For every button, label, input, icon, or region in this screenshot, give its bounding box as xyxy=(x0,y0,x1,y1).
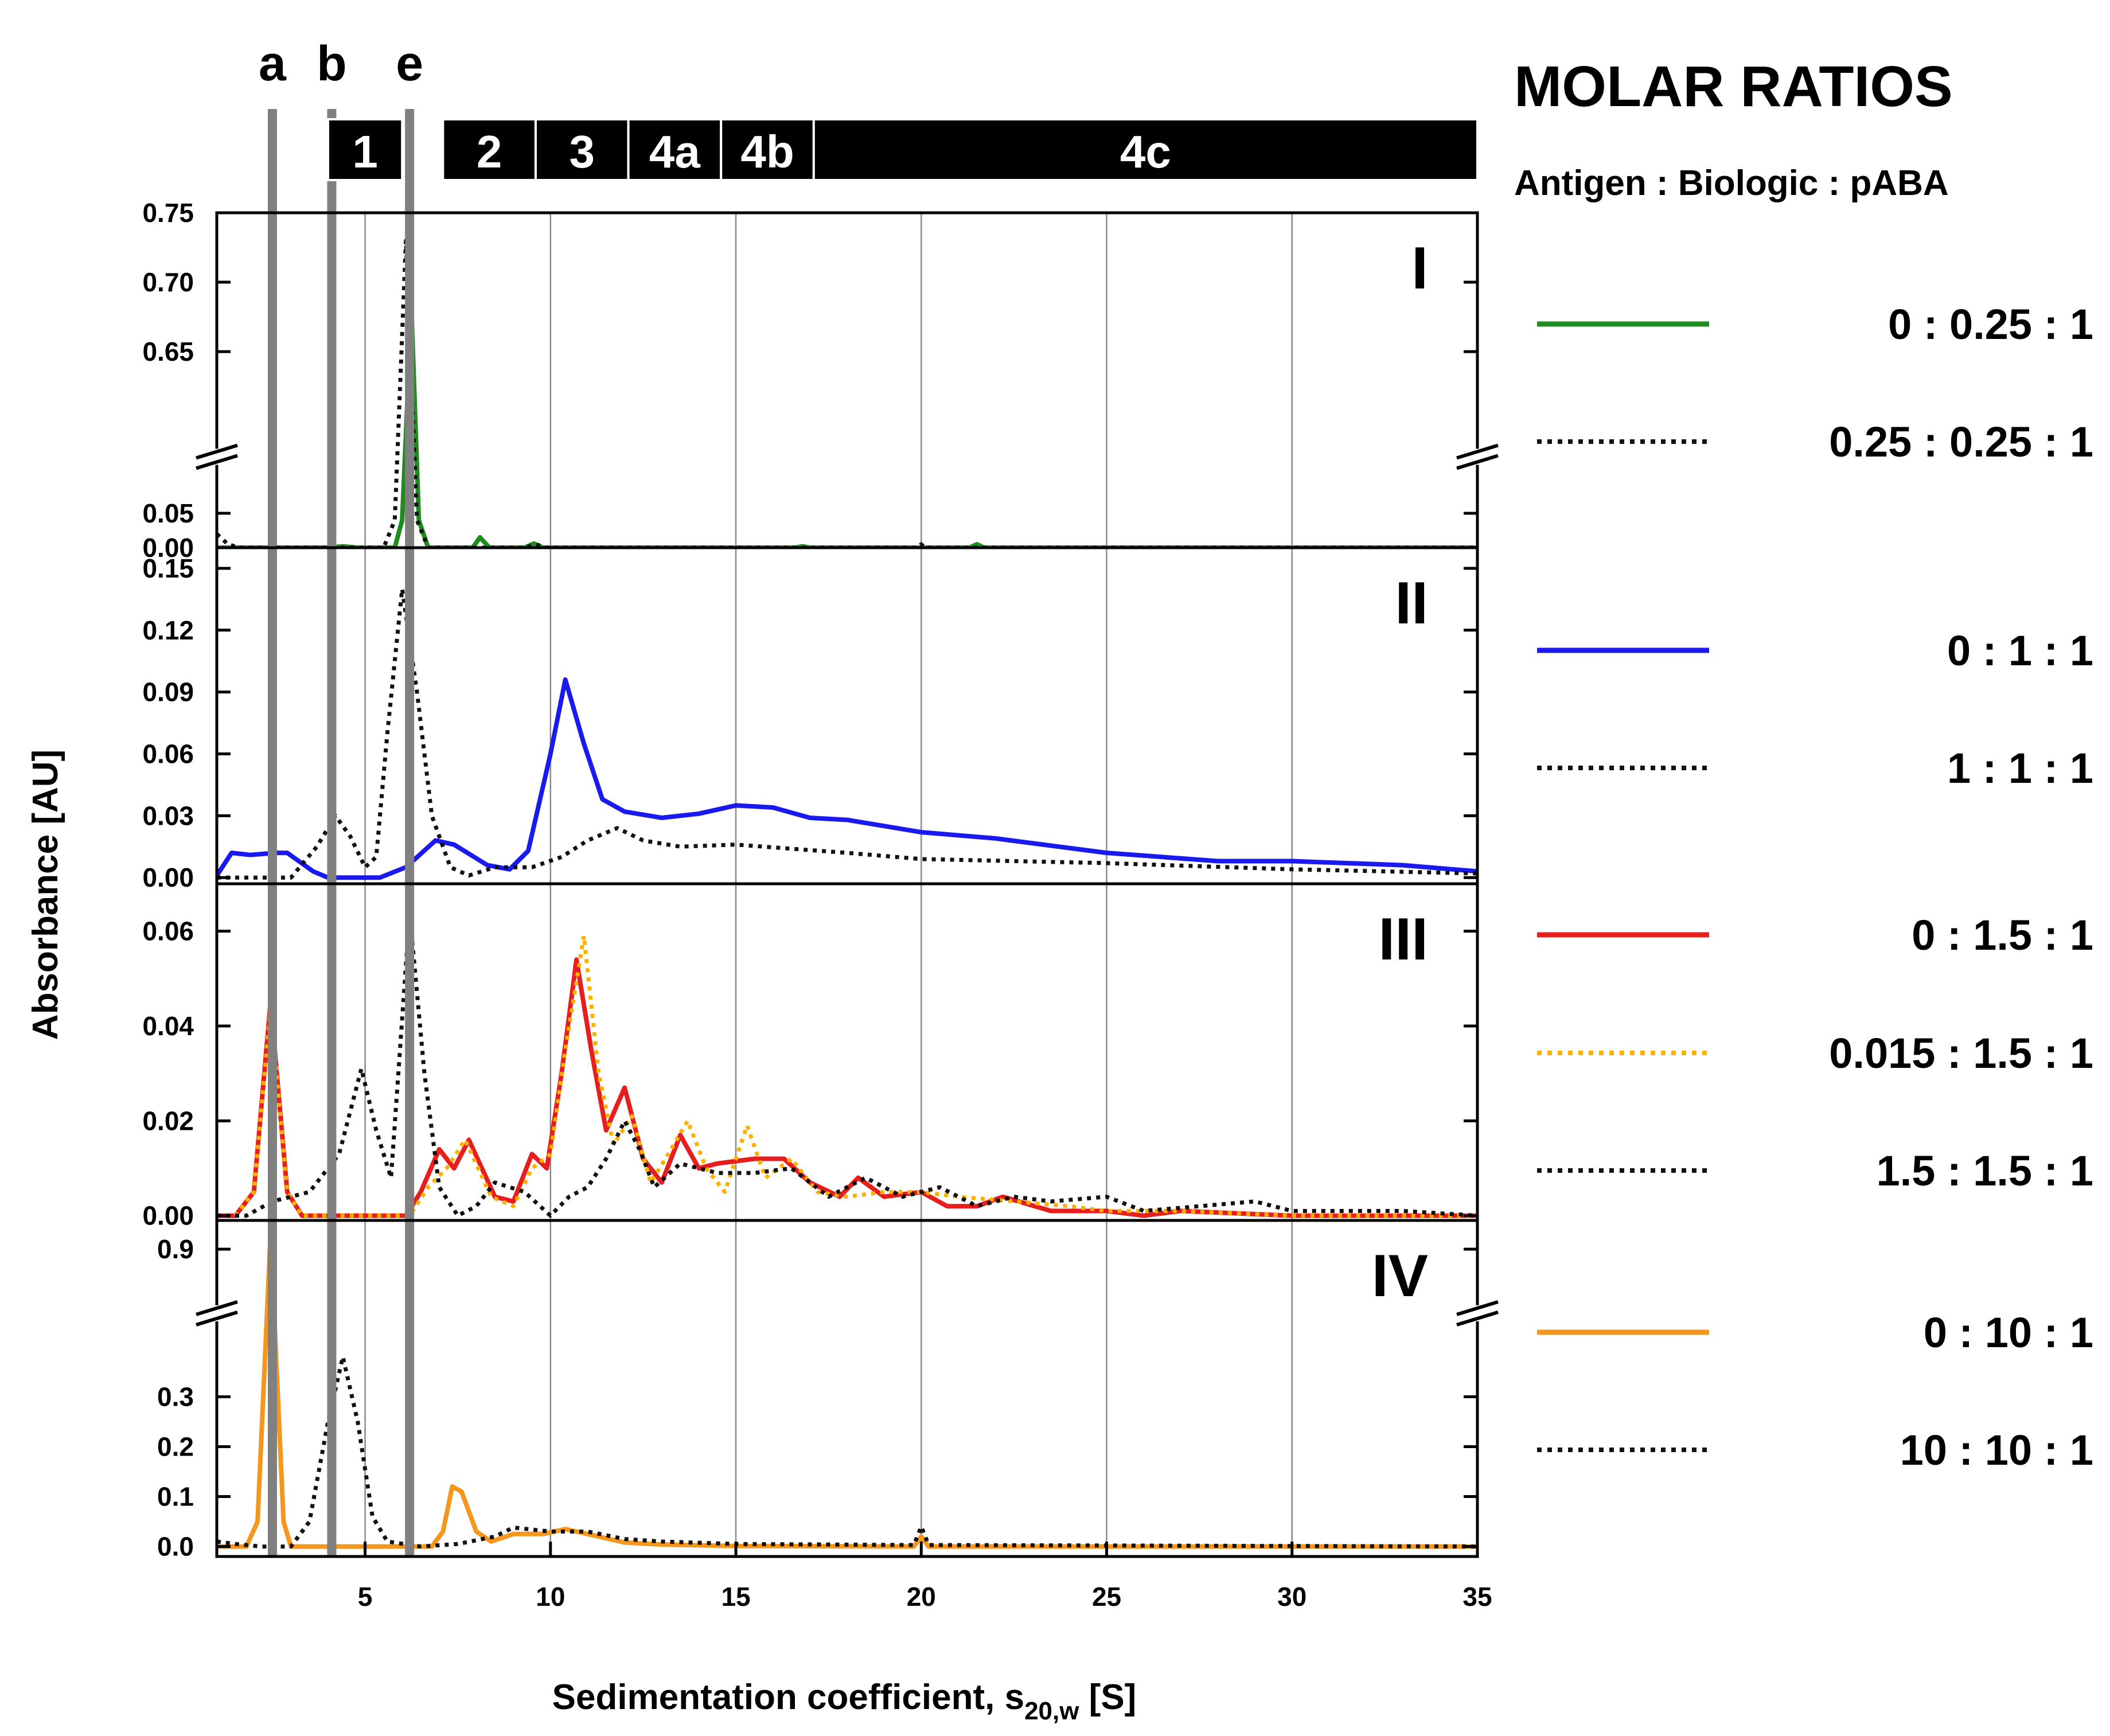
legend-label-II-1: 0 : 1 : 1 xyxy=(1947,627,2093,674)
series-line-panel-IV-2 xyxy=(217,1355,1477,1549)
legend-title: MOLAR RATIOS xyxy=(1514,54,1953,119)
x-tick-label: 15 xyxy=(721,1582,750,1612)
series-line-panel-III-3 xyxy=(217,910,1477,1218)
fraction-band-label-4b: 4b xyxy=(740,126,794,177)
x-tick-label: 35 xyxy=(1462,1582,1492,1612)
y-tick-label-panel-II: 0.15 xyxy=(142,553,194,583)
y-tick-label-panel-I: 0.70 xyxy=(142,267,194,297)
axis-break-slash xyxy=(196,443,238,460)
fraction-band-label-4a: 4a xyxy=(649,126,700,177)
y-tick-label-panel-II: 0.06 xyxy=(142,739,194,769)
series-line-panel-II-1 xyxy=(217,677,1477,880)
y-axis-label: Absorbance [AU] xyxy=(26,750,65,1040)
y-tick-label-panel-IV: 0.0 xyxy=(157,1532,194,1562)
marker-label-b: b xyxy=(317,36,347,91)
y-tick-label-panel-I: 0.00 xyxy=(142,533,194,563)
x-axis-label: Sedimentation coefficient, s20,w [S] xyxy=(552,1678,1137,1725)
legend-label-IV-2: 10 : 10 : 1 xyxy=(1900,1426,2093,1474)
y-tick-label-panel-III: 0.02 xyxy=(142,1106,194,1136)
legend-label-IV-1: 0 : 10 : 1 xyxy=(1924,1309,2093,1356)
fraction-band-4c xyxy=(812,118,1479,181)
fraction-band-label-4c: 4c xyxy=(1120,126,1171,177)
y-tick-label-panel-IV: 0.2 xyxy=(157,1432,194,1462)
legend-label-II-2: 1 : 1 : 1 xyxy=(1947,744,2093,792)
legend-label-I-2: 0.25 : 0.25 : 1 xyxy=(1829,418,2093,466)
panel-frame-IV xyxy=(215,1219,1479,1558)
y-tick-label-panel-II: 0.03 xyxy=(142,801,194,830)
y-tick-label-panel-II: 0.12 xyxy=(142,615,194,645)
fraction-band-2 xyxy=(442,118,537,181)
axis-break-slash xyxy=(196,1300,238,1316)
panel-frames xyxy=(215,211,1479,1558)
y-tick-label-panel-II: 0.00 xyxy=(142,863,194,892)
series-line-panel-I-1 xyxy=(217,307,1477,548)
legend-label-III-1: 0 : 1.5 : 1 xyxy=(1912,911,2093,959)
fraction-bands: 1 2 3 4a 4b 4c xyxy=(326,118,1479,181)
x-tick-label: 5 xyxy=(358,1582,373,1612)
legend-subtitle: Antigen : Biologic : pABA xyxy=(1514,163,1949,203)
panel-label-III: III xyxy=(1378,906,1428,973)
series-line-panel-III-1 xyxy=(217,957,1477,1218)
series-line-panel-IV-1 xyxy=(217,1232,1477,1549)
x-tick-label: 25 xyxy=(1092,1582,1121,1612)
x-axis-label-unit: [S] xyxy=(1079,1678,1136,1717)
y-tick-label-panel-III: 0.00 xyxy=(142,1201,194,1231)
axis-break-slash xyxy=(196,1310,238,1327)
y-tick-label-panel-IV: 0.1 xyxy=(157,1482,194,1512)
gridlines xyxy=(364,213,1293,1556)
fraction-band-label-1: 1 xyxy=(352,126,378,177)
fraction-band-label-2: 2 xyxy=(477,126,502,177)
x-tick-label: 10 xyxy=(536,1582,565,1612)
marker-label-a: a xyxy=(259,36,287,91)
x-tick-label: 20 xyxy=(907,1582,936,1612)
y-tick-label-panel-IV: 0.3 xyxy=(157,1382,194,1411)
panel-label-IV: IV xyxy=(1372,1243,1428,1309)
y-tick-label-panel-II: 0.09 xyxy=(142,677,194,707)
y-tick-label-panel-III: 0.06 xyxy=(142,916,194,946)
y-tick-label-panel-I: 0.05 xyxy=(142,498,194,528)
legend-label-III-2: 0.015 : 1.5 : 1 xyxy=(1829,1029,2093,1077)
x-axis-label-sub: 20,w xyxy=(1024,1697,1079,1725)
fraction-band-label-3: 3 xyxy=(570,126,595,177)
axis-break-slash xyxy=(1456,443,1499,460)
fraction-band-1 xyxy=(326,118,404,181)
y-tick-label-panel-I: 0.65 xyxy=(142,337,194,366)
legend-label-III-3: 1.5 : 1.5 : 1 xyxy=(1877,1147,2093,1195)
y-tick-label-panel-IV: 0.9 xyxy=(157,1234,194,1264)
axis-break-slash xyxy=(1456,454,1499,470)
x-tick-label: 30 xyxy=(1277,1582,1306,1612)
legend-label-I-1: 0 : 0.25 : 1 xyxy=(1888,301,2093,348)
axis-break-slash xyxy=(1456,1300,1499,1316)
axis-ticks: 0.000.050.650.700.75I0.000.030.060.090.1… xyxy=(142,198,1499,1612)
legend: 0 : 0.25 : 1 0.25 : 0.25 : 1 0 : 1 : 1 1 : … xyxy=(1537,301,2093,1474)
fraction-band-4b xyxy=(720,118,815,181)
marker-label-e: e xyxy=(396,36,423,91)
axis-break-slash xyxy=(1456,1310,1499,1327)
axis-break-slash xyxy=(196,454,238,470)
panel-label-I: I xyxy=(1411,235,1428,302)
fraction-band-3 xyxy=(534,118,630,181)
x-axis-label-main: Sedimentation coefficient, s xyxy=(552,1678,1024,1717)
panel-label-II: II xyxy=(1395,570,1428,637)
y-tick-label-panel-III: 0.04 xyxy=(142,1011,194,1041)
y-tick-label-panel-I: 0.75 xyxy=(142,198,194,228)
